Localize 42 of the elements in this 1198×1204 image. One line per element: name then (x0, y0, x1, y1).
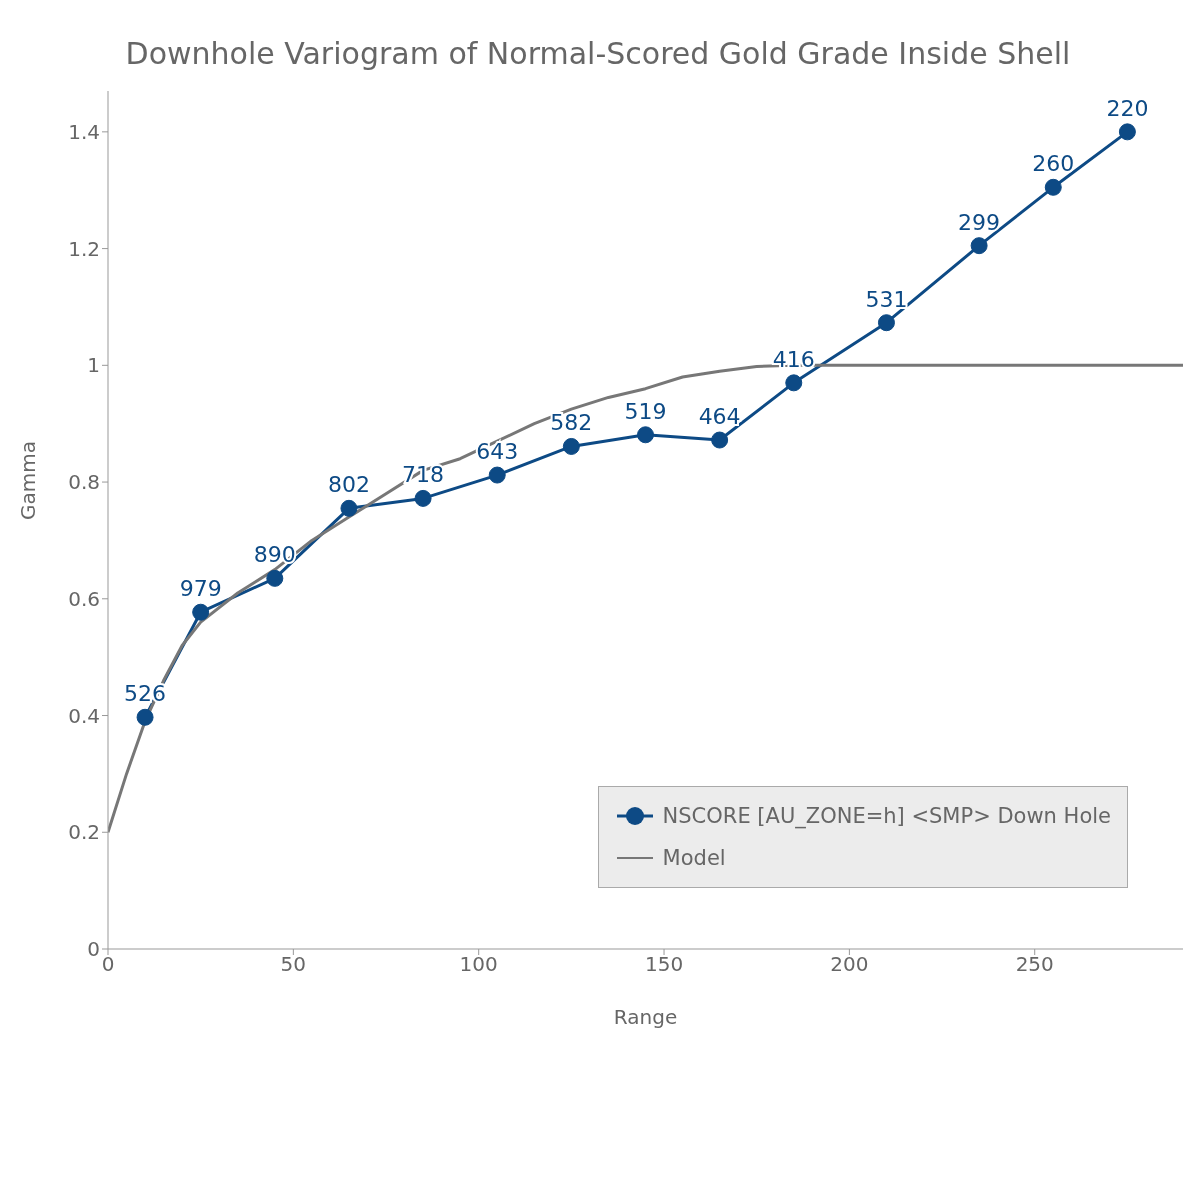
point (711, 431, 729, 449)
point (1118, 123, 1136, 141)
y-tick-label: 0.6 (68, 586, 100, 611)
point (136, 708, 154, 726)
point (340, 499, 358, 517)
point (414, 489, 432, 507)
y-tick-label: 0.2 (68, 820, 100, 845)
point (266, 569, 284, 587)
annotation: 464 (698, 404, 741, 430)
x-tick-label: 50 (280, 952, 307, 977)
point (637, 426, 654, 444)
annotation: 220 (1106, 95, 1149, 121)
annotation: 802 (327, 472, 370, 498)
annotation: 260 (1032, 151, 1075, 177)
x-tick-label: 100 (459, 952, 498, 977)
y-tick-label: 0.4 (68, 703, 100, 728)
annotation: 582 (550, 410, 593, 436)
x-axis-title: Range (613, 1005, 678, 1029)
y-axis-title: Gamma (16, 441, 41, 520)
y-tick-label: 1 (87, 353, 100, 378)
annotation: 519 (624, 398, 667, 424)
y-tick-label: 0.8 (68, 470, 100, 495)
chart-title: Downhole Variogram of Normal-Scored Gold Grade Inside Shell (124, 36, 1072, 71)
x-tick-label: 200 (830, 952, 869, 977)
point (192, 603, 210, 621)
annotation: 299 (958, 209, 1001, 235)
point (877, 314, 895, 332)
legend-label: NSCORE [AU_ZONE=h] <SMP> Down Hole (662, 804, 1111, 828)
x-tick-label: 150 (644, 952, 684, 977)
annotation: 979 (179, 576, 222, 602)
x-tick-label: 250 (1015, 952, 1054, 977)
point (562, 437, 580, 455)
annotation: 890 (253, 542, 296, 568)
point (488, 466, 506, 484)
point (1044, 178, 1062, 196)
legend-label: Model (662, 846, 726, 870)
point (785, 374, 803, 392)
annotation: 643 (476, 439, 519, 465)
annotation: 531 (865, 286, 908, 312)
y-tick-label: 1.2 (68, 236, 100, 261)
y-tick-label: 1.4 (68, 119, 100, 144)
point (970, 237, 988, 255)
